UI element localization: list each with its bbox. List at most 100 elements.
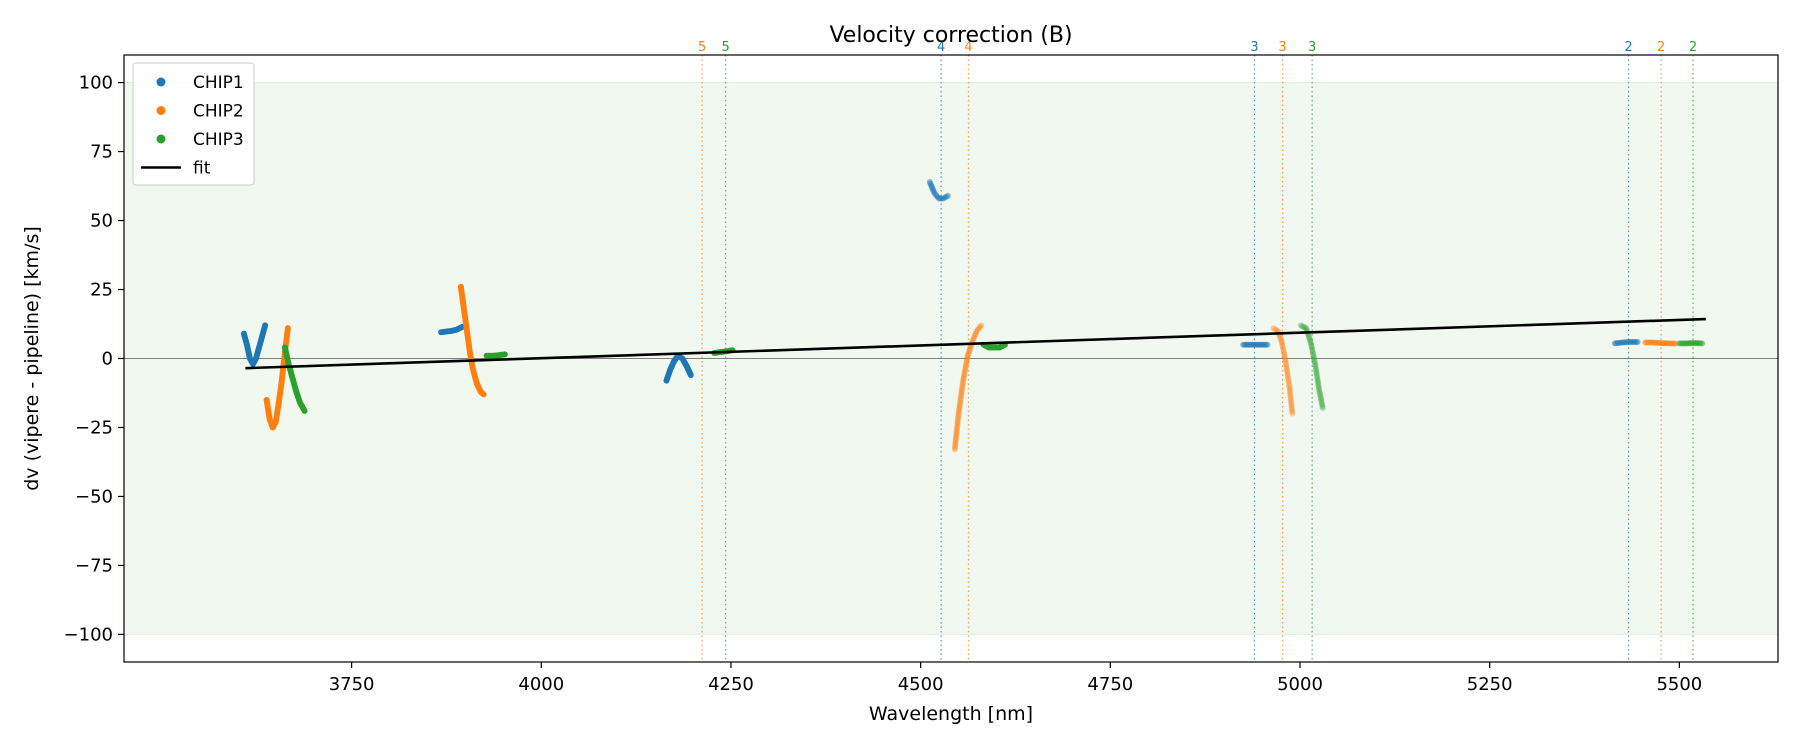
data-point bbox=[1319, 401, 1326, 408]
data-point bbox=[1313, 366, 1319, 373]
data-point bbox=[952, 436, 959, 443]
order-marker-label: 3 bbox=[1308, 40, 1316, 55]
data-point bbox=[932, 191, 939, 198]
data-point bbox=[960, 374, 967, 381]
data-point bbox=[952, 441, 959, 448]
y-tick-label: −75 bbox=[75, 555, 113, 576]
data-point bbox=[966, 346, 973, 353]
data-point bbox=[1283, 365, 1290, 372]
data-point bbox=[1297, 322, 1304, 329]
data-point bbox=[943, 193, 950, 200]
data-point bbox=[1318, 398, 1325, 405]
data-point bbox=[1311, 359, 1318, 366]
data-point bbox=[956, 405, 963, 412]
data-point bbox=[1314, 376, 1321, 383]
x-tick-label: 4250 bbox=[708, 674, 754, 695]
order-marker-label: 2 bbox=[1624, 40, 1632, 55]
order-marker-label: 5 bbox=[698, 40, 706, 55]
data-point bbox=[1316, 387, 1323, 394]
data-point bbox=[1634, 338, 1641, 345]
data-point bbox=[959, 384, 966, 391]
data-point bbox=[952, 443, 959, 450]
data-point bbox=[971, 332, 978, 339]
data-point bbox=[963, 361, 970, 368]
data-point bbox=[1314, 378, 1321, 385]
data-point bbox=[1316, 389, 1323, 396]
data-point bbox=[1278, 338, 1285, 345]
x-tick-label: 5250 bbox=[1467, 674, 1513, 695]
data-point bbox=[1286, 384, 1293, 391]
data-point bbox=[938, 195, 945, 202]
data-point bbox=[957, 400, 964, 407]
data-point bbox=[1285, 379, 1292, 386]
data-point bbox=[953, 427, 960, 434]
data-point bbox=[926, 178, 933, 185]
data-point bbox=[1311, 357, 1318, 364]
data-point bbox=[963, 357, 970, 364]
data-point bbox=[1318, 399, 1325, 406]
data-point bbox=[955, 414, 962, 421]
data-point bbox=[1286, 381, 1293, 388]
data-point bbox=[1289, 410, 1296, 417]
legend-label: CHIP3 bbox=[193, 130, 244, 150]
data-point bbox=[954, 419, 961, 426]
data-point bbox=[952, 438, 959, 445]
data-point bbox=[962, 362, 969, 369]
data-point bbox=[967, 345, 974, 352]
data-point bbox=[970, 335, 977, 342]
data-point bbox=[957, 393, 964, 400]
data-point bbox=[964, 352, 971, 359]
data-point bbox=[930, 188, 937, 195]
data-point bbox=[954, 424, 961, 431]
y-axis-ticks: −100 −75 −50 −25 0 25 50 75 100 bbox=[64, 73, 124, 645]
data-point bbox=[1315, 384, 1322, 391]
data-point bbox=[1264, 341, 1271, 348]
data-point bbox=[1288, 403, 1295, 410]
data-point bbox=[973, 327, 980, 334]
data-point bbox=[1306, 334, 1313, 341]
data-point bbox=[1319, 403, 1326, 410]
order-marker-layer: 5 5 4 4 3 3 3 2 2 2 bbox=[698, 40, 1697, 662]
data-point bbox=[1282, 358, 1289, 365]
data-point bbox=[1317, 392, 1324, 399]
data-point bbox=[934, 194, 941, 201]
data-point bbox=[933, 192, 940, 199]
data-point bbox=[1319, 405, 1326, 412]
data-point bbox=[953, 429, 960, 436]
data-point bbox=[978, 322, 985, 329]
data-point bbox=[1286, 386, 1293, 393]
data-point bbox=[1285, 376, 1292, 382]
data-point bbox=[1288, 400, 1295, 407]
order-marker-label: 4 bbox=[964, 40, 972, 55]
data-point bbox=[1279, 344, 1286, 351]
data-point bbox=[965, 351, 972, 358]
data-point bbox=[940, 195, 947, 202]
data-point bbox=[1278, 337, 1285, 344]
data-point bbox=[962, 365, 969, 372]
data-point bbox=[1315, 380, 1322, 387]
data-point bbox=[974, 326, 981, 333]
data-point bbox=[1287, 389, 1294, 396]
data-point bbox=[1306, 335, 1313, 342]
data-points-layer bbox=[240, 178, 1706, 453]
data-point bbox=[284, 325, 291, 332]
data-point bbox=[1307, 340, 1314, 347]
order-marker-label: 3 bbox=[1278, 40, 1286, 55]
data-point bbox=[958, 386, 965, 393]
data-point bbox=[959, 379, 966, 386]
data-point bbox=[955, 415, 962, 422]
data-point bbox=[927, 180, 934, 187]
data-point bbox=[956, 403, 963, 410]
data-point bbox=[976, 325, 983, 332]
data-point bbox=[1280, 347, 1287, 354]
y-tick-label: 100 bbox=[79, 73, 113, 94]
data-point bbox=[959, 381, 966, 388]
data-point bbox=[965, 349, 972, 356]
data-point bbox=[1313, 371, 1320, 378]
data-point bbox=[953, 426, 960, 433]
data-point bbox=[1280, 345, 1287, 352]
data-point bbox=[1311, 355, 1318, 362]
data-point bbox=[1307, 337, 1314, 344]
data-point bbox=[1310, 354, 1317, 361]
